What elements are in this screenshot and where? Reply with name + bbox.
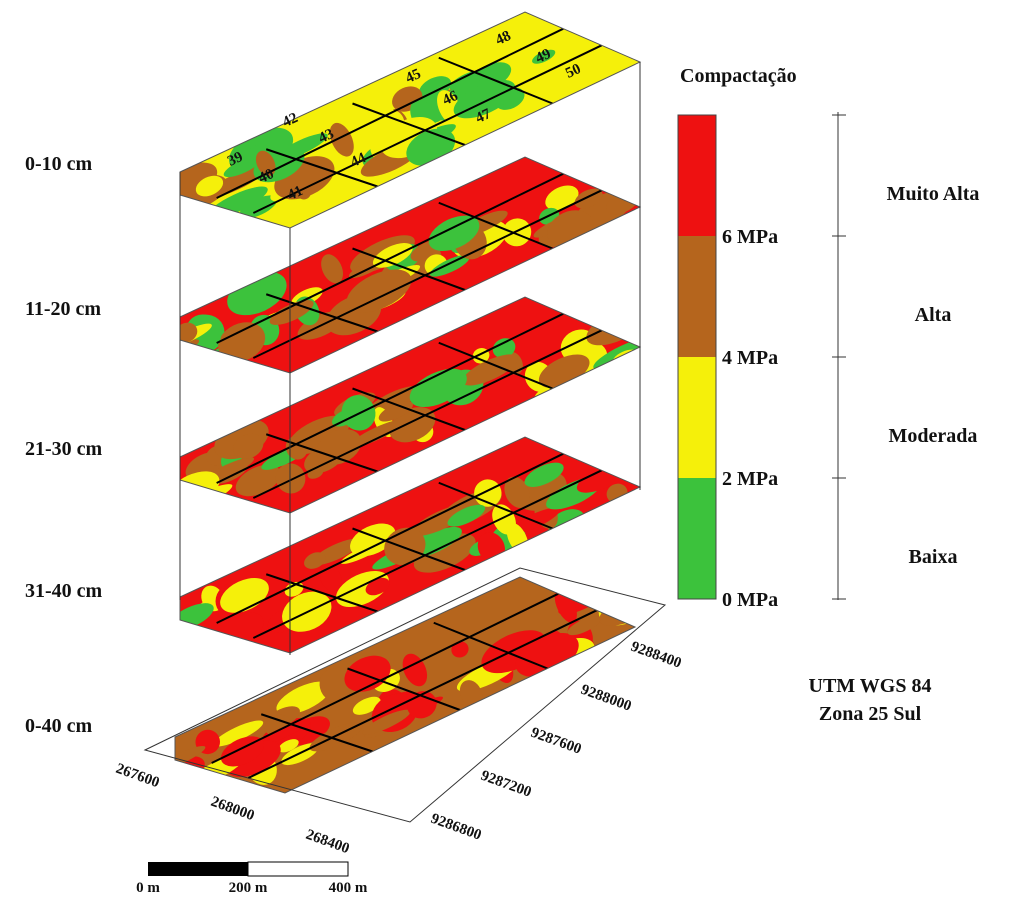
y-coordinate: 9288400	[629, 639, 684, 672]
depth-label: 21-30 cm	[25, 438, 103, 460]
legend-tick: 4 MPa	[722, 347, 778, 369]
depth-label: 31-40 cm	[25, 580, 103, 602]
legend-color	[678, 115, 716, 236]
legend-class: Muito Alta	[887, 183, 980, 205]
legend-class: Alta	[915, 304, 952, 326]
scale-label: 200 m	[229, 880, 268, 896]
compaction-zone	[615, 427, 646, 461]
y-coordinate: 9288000	[579, 682, 634, 715]
x-coordinate: 268400	[304, 827, 352, 857]
scale-bar	[148, 862, 248, 876]
y-coordinate: 9287200	[479, 768, 534, 801]
depth-label: 0-10 cm	[25, 153, 93, 175]
compaction-zone	[616, 445, 641, 464]
x-coordinate: 267600	[114, 761, 162, 791]
scale-bar	[248, 862, 348, 876]
y-coordinate: 9287600	[529, 725, 584, 758]
y-coordinate: 9286800	[429, 811, 484, 844]
compaction-zone	[204, 206, 228, 226]
legend-tick: 0 MPa	[722, 589, 778, 611]
depth-label: 11-20 cm	[25, 298, 101, 320]
x-coordinate: 268000	[209, 794, 257, 824]
legend-class: Moderada	[889, 425, 978, 447]
title: Compactação	[680, 65, 797, 87]
projection: Zona 25 Sul	[819, 703, 922, 725]
compaction-zone	[155, 500, 208, 537]
map: Compactação 6 MPa 4 MPa 2 MPa 0 MPa Muito Al…	[0, 0, 1031, 897]
legend-color	[678, 236, 716, 357]
legend-tick: 2 MPa	[722, 468, 778, 490]
legend-color	[678, 357, 716, 478]
scale-label: 400 m	[329, 880, 368, 896]
legend-color	[678, 478, 716, 599]
legend-class: Baixa	[909, 546, 958, 568]
compaction-zone	[597, 431, 658, 468]
depth-label: 0-40 cm	[25, 715, 93, 737]
projection: UTM WGS 84	[809, 675, 932, 697]
legend-tick: 6 MPa	[722, 226, 778, 248]
compaction-zone	[598, 292, 636, 323]
scale-label: 0 m	[136, 880, 160, 896]
